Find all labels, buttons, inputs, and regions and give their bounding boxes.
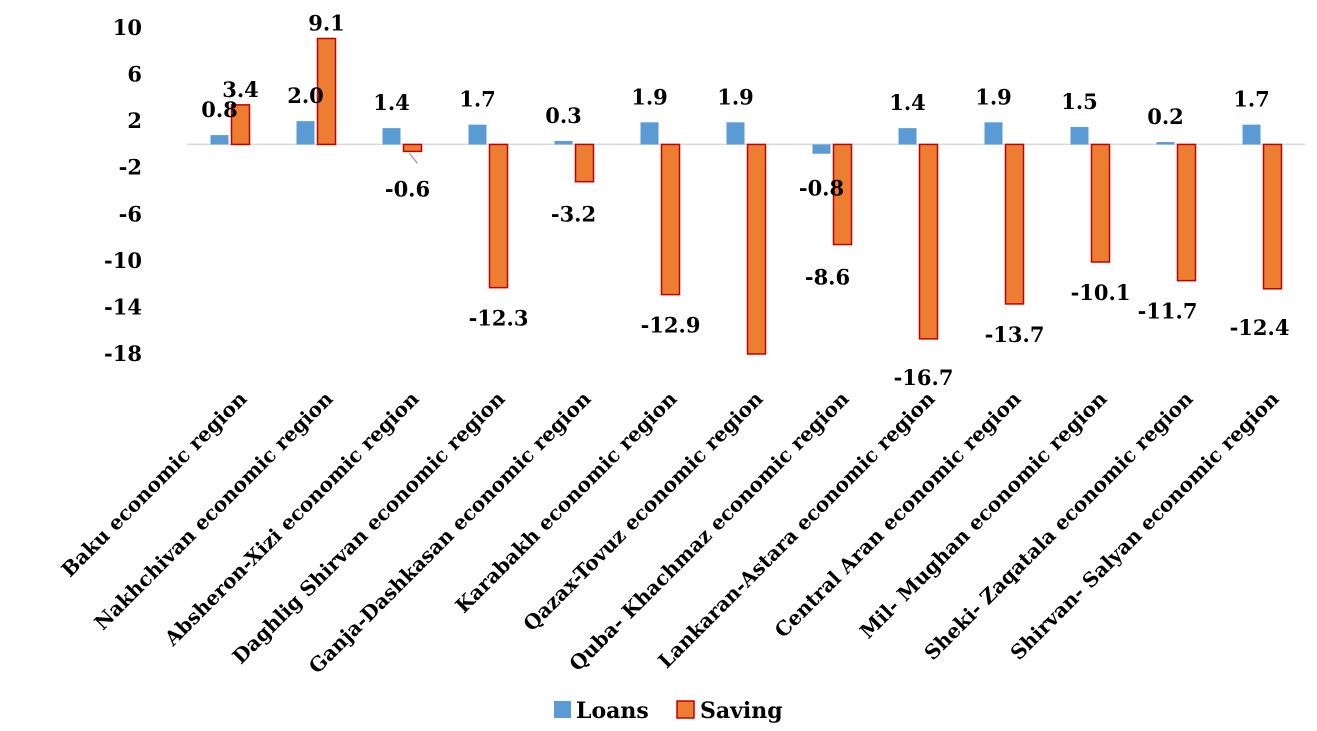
legend-label-loans: Loans: [576, 698, 649, 724]
saving-bar: [1004, 143, 1025, 305]
saving-data-label: -8.6: [805, 265, 850, 290]
loans-data-label: 1.4: [373, 90, 410, 115]
saving-data-label: -13.7: [985, 322, 1045, 347]
saving-bar: [918, 143, 939, 340]
loans-data-label: 0.8: [201, 97, 238, 122]
loans-data-label: 1.7: [1233, 87, 1270, 112]
y-tick-label: -2: [119, 155, 142, 180]
loans-data-label: 1.9: [631, 84, 668, 109]
loans-bar: [296, 121, 315, 145]
saving-bar: [1262, 143, 1283, 290]
saving-data-label: -11.7: [1138, 299, 1198, 324]
loans-data-label: 1.5: [1061, 89, 1098, 114]
loans-data-label: 1.9: [717, 84, 754, 109]
loans-data-label: 1.9: [975, 84, 1012, 109]
loans-bar: [468, 124, 487, 145]
loans-bar: [640, 122, 659, 145]
loans-data-label: 0.2: [1147, 104, 1184, 129]
y-tick-label: 6: [127, 62, 142, 87]
saving-bar: [1176, 143, 1197, 282]
saving-data-label: -12.3: [469, 306, 529, 331]
loans-bar: [1070, 126, 1089, 145]
saving-bar: [832, 143, 853, 246]
loans-bar: [1156, 142, 1175, 145]
y-tick-label: -6: [119, 201, 142, 226]
loans-data-label: 1.4: [889, 90, 926, 115]
legend-label-saving: Saving: [700, 698, 783, 724]
saving-data-label: -10.1: [1071, 280, 1131, 305]
saving-data-label: -0.6: [385, 176, 430, 201]
saving-bar: [746, 143, 767, 355]
loans-data-label: 0.3: [545, 103, 582, 128]
saving-data-label: -3.2: [551, 202, 596, 227]
loans-bar: [726, 122, 745, 145]
legend-swatch-saving: [676, 700, 695, 719]
saving-bar: [230, 104, 251, 146]
y-tick-label: 2: [127, 108, 142, 133]
saving-bar: [574, 143, 595, 183]
y-tick-label: 10: [113, 15, 142, 40]
loans-bar: [210, 135, 229, 145]
saving-bar: [402, 143, 423, 153]
y-tick-label: -10: [104, 248, 142, 273]
y-tick-label: -14: [104, 294, 142, 319]
saving-bar: [316, 37, 337, 146]
saving-bar: [488, 143, 509, 289]
y-tick-label: -18: [104, 341, 142, 366]
saving-data-label: -12.9: [641, 313, 701, 338]
saving-data-label: 9.1: [308, 10, 345, 35]
loans-bar: [554, 140, 573, 145]
loans-bar: [898, 128, 917, 145]
saving-data-label: 3.4: [222, 77, 259, 102]
saving-leader-line: [408, 152, 419, 164]
legend-swatch-loans: [554, 701, 571, 718]
loans-bar: [984, 122, 1003, 145]
loans-data-label: 1.7: [459, 87, 496, 112]
saving-data-label: -12.4: [1230, 315, 1290, 340]
loans-data-label: 2.0: [287, 83, 324, 108]
saving-bar: [660, 143, 681, 296]
loans-bar: [812, 144, 831, 154]
loans-data-label: -0.8: [799, 176, 844, 201]
loans-bar: [382, 128, 401, 145]
loans-bar: [1242, 124, 1261, 145]
saving-data-label: -16.7: [894, 365, 954, 390]
saving-bar: [1090, 143, 1111, 263]
